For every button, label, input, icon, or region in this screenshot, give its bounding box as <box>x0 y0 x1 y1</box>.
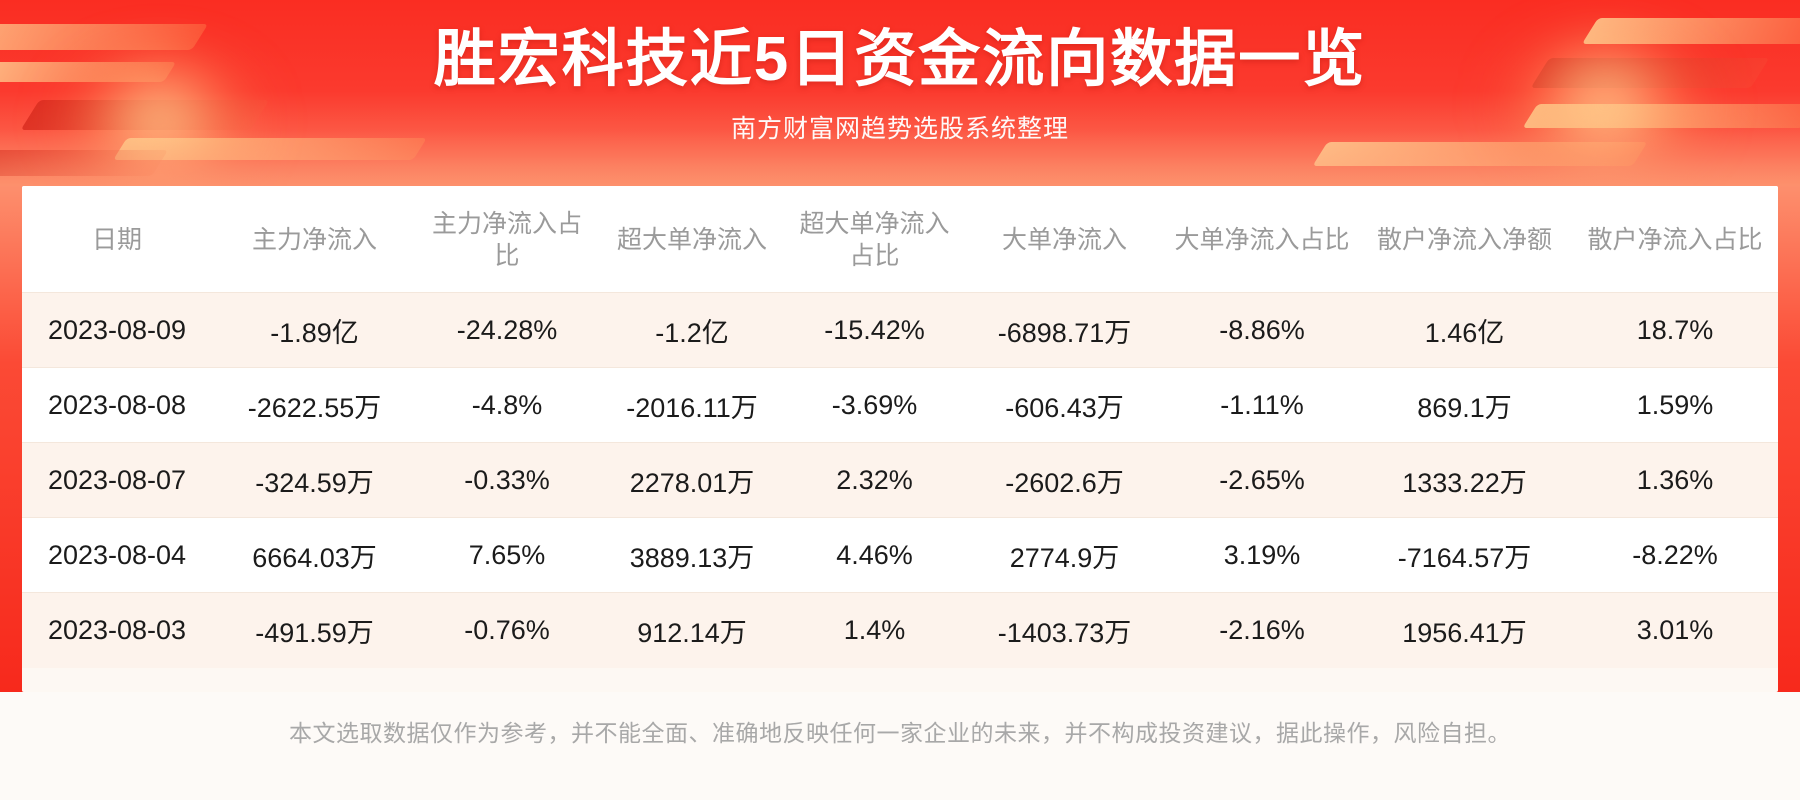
column-header-retail-net: 散户净流入净额 <box>1357 186 1572 293</box>
column-header-lg-net: 大单净流入 <box>962 186 1167 293</box>
cell-retail-pct: 1.59% <box>1572 367 1778 443</box>
cell-retail-net: 1333.22万 <box>1357 442 1572 518</box>
column-header-xl-pct: 超大单净流入占比 <box>787 186 962 293</box>
cell-xl-pct: 1.4% <box>787 592 962 668</box>
cell-date: 2023-08-03 <box>22 592 212 668</box>
cell-retail-pct: 18.7% <box>1572 292 1778 368</box>
cell-main-pct: -24.28% <box>417 292 597 368</box>
column-header-xl-net: 超大单净流入 <box>597 186 787 293</box>
cell-retail-pct: 1.36% <box>1572 442 1778 518</box>
cell-xl-pct: -3.69% <box>787 367 962 443</box>
column-header-lg-pct: 大单净流入占比 <box>1167 186 1357 293</box>
cell-xl-net: -1.2亿 <box>597 292 787 368</box>
table-row: 2023-08-08 -2622.55万 -4.8% -2016.11万 -3.… <box>22 367 1778 443</box>
cell-main-net: 6664.03万 <box>212 517 417 593</box>
cell-lg-net: 2774.9万 <box>962 517 1167 593</box>
cell-lg-net: -2602.6万 <box>962 442 1167 518</box>
cell-main-pct: 7.65% <box>417 517 597 593</box>
cell-main-net: -2622.55万 <box>212 367 417 443</box>
cell-lg-net: -1403.73万 <box>962 592 1167 668</box>
cell-xl-pct: -15.42% <box>787 292 962 368</box>
cell-xl-net: 3889.13万 <box>597 517 787 593</box>
cell-xl-net: -2016.11万 <box>597 367 787 443</box>
data-table-card: 南方财富网 southmoney.com 日期 主力净流入 主力净流入占比 超大… <box>22 186 1778 692</box>
cell-lg-net: -6898.71万 <box>962 292 1167 368</box>
cell-retail-net: 1.46亿 <box>1357 292 1572 368</box>
cell-lg-pct: 3.19% <box>1167 517 1357 593</box>
cell-xl-pct: 2.32% <box>787 442 962 518</box>
column-header-main-net: 主力净流入 <box>212 186 417 293</box>
cell-date: 2023-08-09 <box>22 292 212 368</box>
cell-retail-pct: 3.01% <box>1572 592 1778 668</box>
cell-retail-net: 869.1万 <box>1357 367 1572 443</box>
column-header-retail-pct: 散户净流入占比 <box>1572 186 1778 293</box>
cell-xl-pct: 4.46% <box>787 517 962 593</box>
table-row: 2023-08-04 6664.03万 7.65% 3889.13万 4.46%… <box>22 517 1778 593</box>
cell-retail-pct: -8.22% <box>1572 517 1778 593</box>
table-row: 2023-08-07 -324.59万 -0.33% 2278.01万 2.32… <box>22 442 1778 518</box>
page-title: 胜宏科技近5日资金流向数据一览 <box>433 25 1367 94</box>
cell-main-pct: -0.76% <box>417 592 597 668</box>
cell-main-pct: -4.8% <box>417 367 597 443</box>
cell-lg-pct: -2.65% <box>1167 442 1357 518</box>
cell-retail-net: 1956.41万 <box>1357 592 1572 668</box>
title-block: 胜宏科技近5日资金流向数据一览 南方财富网趋势选股系统整理 <box>0 0 1800 145</box>
table-row: 2023-08-03 -491.59万 -0.76% 912.14万 1.4% … <box>22 592 1778 668</box>
left-red-strip <box>0 186 22 692</box>
cell-main-pct: -0.33% <box>417 442 597 518</box>
cell-xl-net: 2278.01万 <box>597 442 787 518</box>
cell-lg-pct: -2.16% <box>1167 592 1357 668</box>
column-header-main-pct: 主力净流入占比 <box>417 186 597 293</box>
page-subtitle: 南方财富网趋势选股系统整理 <box>730 115 1069 144</box>
table-row: 2023-08-09 -1.89亿 -24.28% -1.2亿 -15.42% … <box>22 292 1778 368</box>
cell-date: 2023-08-08 <box>22 367 212 443</box>
cell-retail-net: -7164.57万 <box>1357 517 1572 593</box>
cell-main-net: -324.59万 <box>212 442 417 518</box>
cell-main-net: -491.59万 <box>212 592 417 668</box>
footer: 本文选取数据仅作为参考，并不能全面、准确地反映任何一家企业的未来，并不构成投资建… <box>0 692 1800 800</box>
disclaimer-text: 本文选取数据仅作为参考，并不能全面、准确地反映任何一家企业的未来，并不构成投资建… <box>289 720 1511 746</box>
cell-date: 2023-08-04 <box>22 517 212 593</box>
cell-xl-net: 912.14万 <box>597 592 787 668</box>
cell-lg-net: -606.43万 <box>962 367 1167 443</box>
cell-lg-pct: -8.86% <box>1167 292 1357 368</box>
table-header-row: 日期 主力净流入 主力净流入占比 超大单净流入 超大单净流入占比 大单净流入 大… <box>22 186 1778 293</box>
cell-date: 2023-08-07 <box>22 442 212 518</box>
decor-streak <box>1312 142 1648 166</box>
fund-flow-table: 日期 主力净流入 主力净流入占比 超大单净流入 超大单净流入占比 大单净流入 大… <box>22 186 1778 668</box>
right-red-strip <box>1778 186 1800 692</box>
cell-main-net: -1.89亿 <box>212 292 417 368</box>
decor-streak <box>0 150 169 176</box>
header-background <box>0 0 1800 190</box>
column-header-date: 日期 <box>22 186 212 293</box>
cell-lg-pct: -1.11% <box>1167 367 1357 443</box>
